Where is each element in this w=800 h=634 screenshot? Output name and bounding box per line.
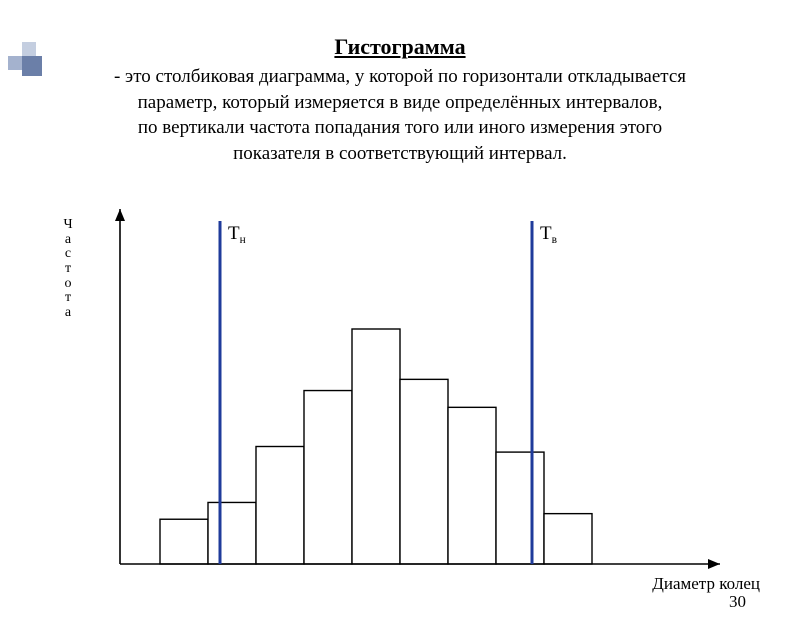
histogram-bar bbox=[544, 514, 592, 564]
lower-tolerance-label: Тн bbox=[228, 223, 246, 246]
description: - это столбиковая диаграмма, у которой п… bbox=[30, 64, 770, 167]
desc-line: показателя в соответствующий интервал. bbox=[233, 143, 567, 164]
histogram-bar bbox=[448, 407, 496, 564]
histogram-bar bbox=[496, 452, 544, 564]
histogram-bar bbox=[352, 329, 400, 564]
x-axis-arrow bbox=[708, 559, 720, 569]
page-title: Гистограмма bbox=[0, 34, 800, 60]
upper-tolerance-label: Тв bbox=[540, 223, 557, 246]
histogram-bar bbox=[208, 502, 256, 564]
x-axis-label: Диаметр колец bbox=[652, 574, 760, 594]
histogram-bar bbox=[160, 519, 208, 564]
histogram-bar bbox=[256, 447, 304, 565]
histogram-chart: Тн Тв bbox=[50, 209, 750, 569]
desc-line: по вертикали частота попадания того или … bbox=[138, 117, 662, 138]
desc-line: - это столбиковая диаграмма, у которой п… bbox=[114, 66, 686, 87]
corner-decoration bbox=[8, 42, 42, 76]
y-axis-arrow bbox=[115, 209, 125, 221]
histogram-bar bbox=[400, 379, 448, 564]
desc-line: параметр, который измеряется в виде опре… bbox=[138, 92, 663, 113]
histogram-bar bbox=[304, 391, 352, 564]
page-number: 30 bbox=[729, 592, 746, 612]
